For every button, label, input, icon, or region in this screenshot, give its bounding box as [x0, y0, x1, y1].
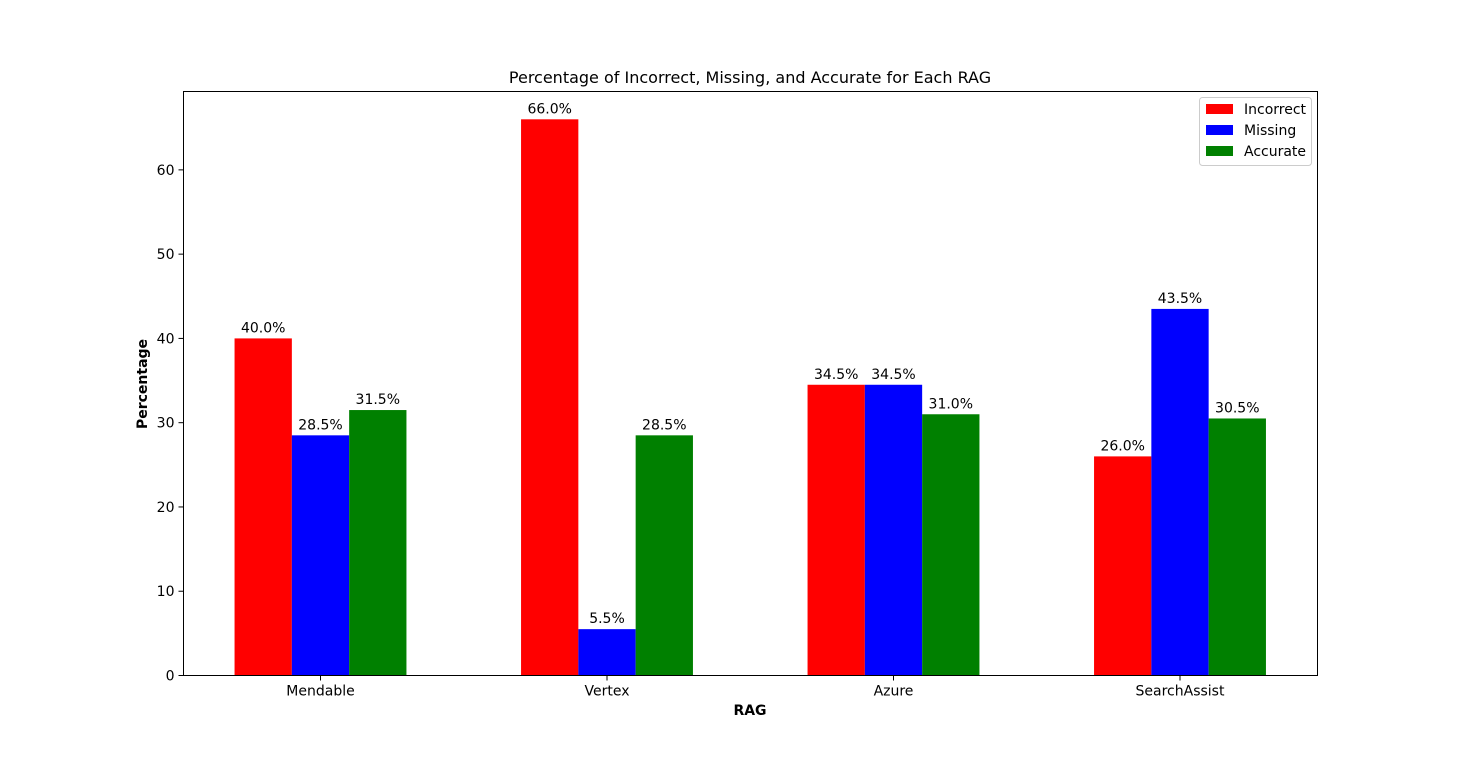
y-tick-label: 50 [157, 247, 175, 263]
chart-title: Percentage of Incorrect, Missing, and Ac… [509, 68, 991, 87]
bar-missing [578, 629, 636, 676]
bar-missing [864, 384, 923, 676]
legend-label-incorrect: Incorrect [1244, 102, 1307, 118]
bar-incorrect [521, 119, 579, 676]
y-tick-label: 40 [157, 331, 175, 347]
y-axis-label: Percentage [135, 339, 151, 429]
legend-label-missing: Missing [1244, 123, 1296, 139]
bar-accurate [1208, 418, 1266, 676]
y-tick-label: 30 [157, 416, 175, 432]
legend-label-accurate: Accurate [1244, 144, 1306, 160]
bar-value-label: 34.5% [871, 367, 915, 383]
bar-value-label: 26.0% [1100, 438, 1144, 454]
bar-value-label: 30.5% [1215, 400, 1259, 416]
bar-missing [1151, 308, 1209, 676]
bar-value-label: 40.0% [241, 320, 285, 336]
x-tick-label: Azure [874, 684, 914, 700]
x-axis-label: RAG [733, 703, 766, 719]
bars-group [234, 119, 1266, 676]
bar-value-label: 66.0% [527, 101, 571, 117]
bar-value-label: 28.5% [298, 417, 342, 433]
bar-incorrect [1094, 456, 1152, 676]
legend-swatch-accurate [1206, 146, 1233, 156]
bar-value-label: 31.5% [356, 392, 400, 408]
y-tick-label: 10 [157, 584, 175, 600]
x-tick-label: SearchAssist [1136, 684, 1225, 700]
bar-value-label: 34.5% [814, 367, 858, 383]
x-tick-label: Mendable [286, 684, 354, 700]
x-axis: Mendable Vertex Azure SearchAssist [286, 675, 1225, 700]
bar-value-label: 28.5% [642, 417, 686, 433]
y-tick-label: 20 [157, 500, 175, 516]
bar-accurate [635, 435, 693, 676]
bar-value-labels: 40.0% 66.0% 34.5% 26.0% 28.5% 5.5% 34.5% 43.5% 3… [241, 101, 1260, 627]
bar-value-label: 43.5% [1158, 291, 1202, 307]
y-tick-label: 60 [157, 163, 175, 179]
legend: Incorrect Missing Accurate [1199, 97, 1312, 166]
legend-swatch-missing [1206, 125, 1233, 135]
bar-value-label: 5.5% [589, 611, 625, 627]
x-tick-label: Vertex [584, 684, 629, 700]
bar-incorrect [807, 384, 865, 676]
plot-area-frame [183, 91, 1318, 676]
bar-incorrect [234, 338, 292, 676]
y-tick-label: 0 [166, 669, 175, 685]
bar-value-label: 31.0% [929, 396, 973, 412]
bar-missing [291, 435, 350, 676]
legend-swatch-incorrect [1206, 104, 1233, 114]
bar-accurate [922, 414, 980, 676]
y-axis: 0 10 20 30 40 50 60 [157, 163, 184, 685]
bar-accurate [349, 410, 407, 676]
